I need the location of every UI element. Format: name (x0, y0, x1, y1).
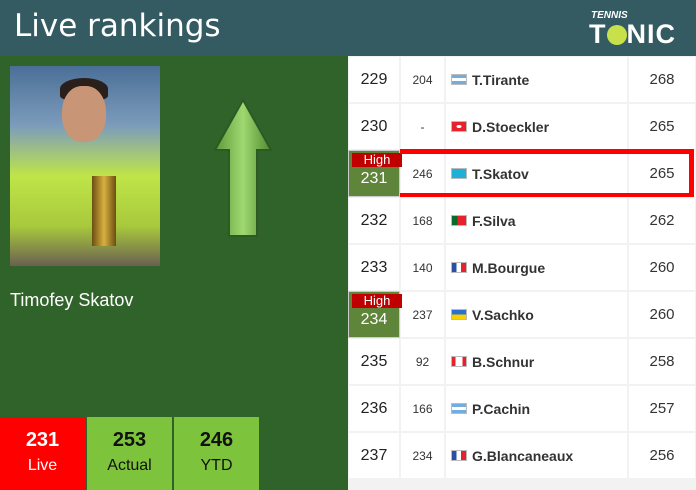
tennis-ball-icon (606, 25, 627, 45)
rank-cell: 229 (348, 56, 400, 103)
ranking-stats: 231 Live 253 Actual 246 YTD (0, 417, 259, 490)
table-row[interactable]: High 231 246 T.Skatov 265 (348, 149, 696, 198)
previous-rank-cell: 140 (400, 244, 445, 291)
rank-cell: 236 (348, 385, 400, 432)
rank-cell: High 231 (348, 150, 402, 197)
france-flag-icon (451, 450, 467, 461)
player-cell[interactable]: T.Skatov (445, 150, 628, 197)
portugal-flag-icon (451, 215, 467, 226)
table-row[interactable]: 237 234 G.Blancaneaux 256 (348, 432, 696, 479)
points-cell: 260 (628, 244, 696, 291)
rank-cell: 237 (348, 432, 400, 479)
argentina-flag-icon (451, 403, 467, 414)
header: Live rankings TENNIS T NIC (0, 0, 696, 56)
rank-cell: 235 (348, 338, 400, 385)
points-cell: 265 (628, 150, 696, 197)
player-cell[interactable]: M.Bourgue (445, 244, 628, 291)
player-cell[interactable]: F.Silva (445, 197, 628, 244)
rank-cell: 230 (348, 103, 400, 150)
previous-rank-cell: 166 (400, 385, 445, 432)
rank-cell: High 234 (348, 291, 402, 338)
high-badge: High (352, 153, 402, 167)
switzerland-flag-icon (451, 121, 467, 132)
player-cell[interactable]: D.Stoeckler (445, 103, 628, 150)
points-cell: 268 (628, 56, 696, 103)
previous-rank-cell: 237 (400, 291, 445, 338)
canada-flag-icon (451, 356, 467, 367)
previous-rank-cell: 246 (400, 150, 445, 197)
player-photo (10, 66, 160, 266)
stat-actual: 253 Actual (87, 417, 172, 490)
points-cell: 257 (628, 385, 696, 432)
player-panel: Timofey Skatov 231 Live 253 Actual 246 YTD (0, 56, 348, 490)
high-badge: High (352, 294, 402, 308)
page-title: Live rankings (14, 8, 221, 44)
trophy-icon (92, 176, 116, 246)
table-row[interactable]: 235 92 B.Schnur 258 (348, 338, 696, 385)
france-flag-icon (451, 262, 467, 273)
table-row[interactable]: 229 204 T.Tirante 268 (348, 56, 696, 103)
points-cell: 260 (628, 291, 696, 338)
rank-cell: 232 (348, 197, 400, 244)
arrow-up-icon (213, 98, 273, 237)
player-cell[interactable]: B.Schnur (445, 338, 628, 385)
ukraine-flag-icon (451, 309, 467, 320)
player-cell[interactable]: T.Tirante (445, 56, 628, 103)
previous-rank-cell: 234 (400, 432, 445, 479)
points-cell: 256 (628, 432, 696, 479)
points-cell: 258 (628, 338, 696, 385)
previous-rank-cell: 168 (400, 197, 445, 244)
player-cell[interactable]: P.Cachin (445, 385, 628, 432)
table-row[interactable]: 233 140 M.Bourgue 260 (348, 244, 696, 291)
points-cell: 262 (628, 197, 696, 244)
player-cell[interactable]: V.Sachko (445, 291, 628, 338)
table-row[interactable]: 230 - D.Stoeckler 265 (348, 103, 696, 150)
table-row[interactable]: High 234 237 V.Sachko 260 (348, 291, 696, 338)
previous-rank-cell: - (400, 103, 445, 150)
points-cell: 265 (628, 103, 696, 150)
player-name: Timofey Skatov (10, 290, 134, 310)
previous-rank-cell: 92 (400, 338, 445, 385)
argentina-flag-icon (451, 74, 467, 85)
rank-cell: 233 (348, 244, 400, 291)
kazakhstan-flag-icon (451, 168, 467, 179)
previous-rank-cell: 204 (400, 56, 445, 103)
rankings-table: 229 204 T.Tirante 268 230 - D.Stoeckler … (348, 56, 696, 479)
player-cell[interactable]: G.Blancaneaux (445, 432, 628, 479)
table-row[interactable]: 232 168 F.Silva 262 (348, 197, 696, 244)
stat-live: 231 Live (0, 417, 85, 490)
tennis-tonic-logo[interactable]: TENNIS T NIC (589, 10, 676, 49)
stat-ytd: 246 YTD (174, 417, 259, 490)
table-row[interactable]: 236 166 P.Cachin 257 (348, 385, 696, 432)
